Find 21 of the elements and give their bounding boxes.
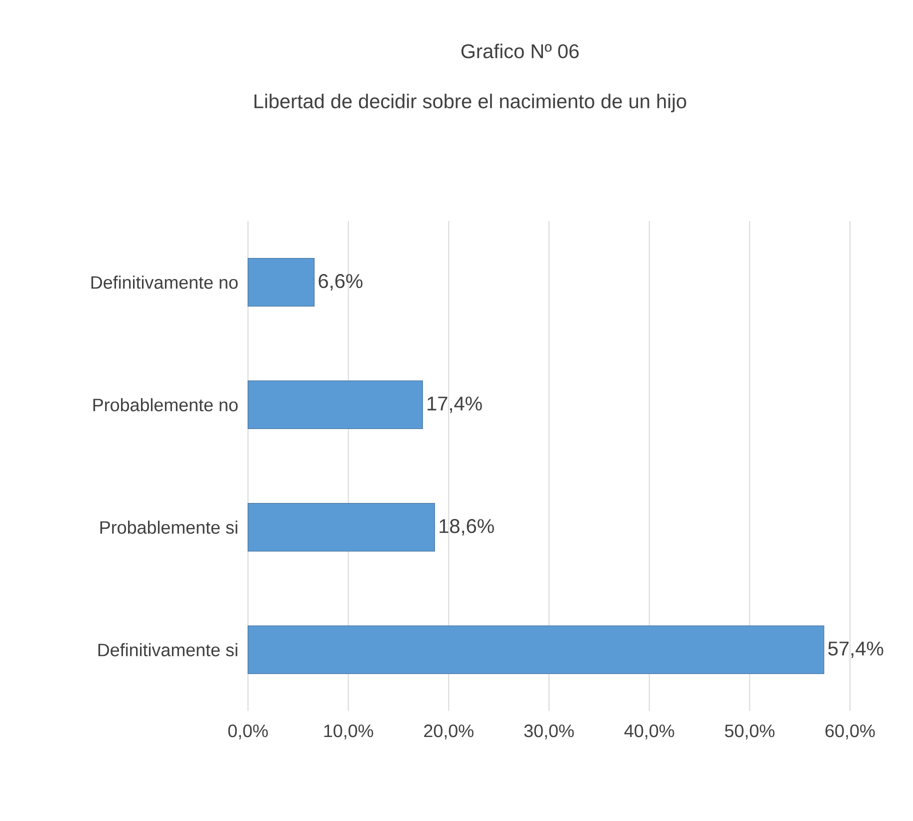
chart-subtitle: Libertad de decidir sobre el nacimiento de un hijo bbox=[254, 94, 686, 112]
data-label: 18,6% bbox=[440, 519, 494, 536]
x-tick-label: 40,0% bbox=[624, 724, 674, 740]
x-tick-label: 50,0% bbox=[724, 724, 774, 740]
data-label: 57,4% bbox=[828, 642, 884, 658]
y-tick-label: Probablemente si bbox=[100, 520, 238, 534]
bar bbox=[248, 258, 315, 307]
bar bbox=[248, 380, 423, 430]
x-tick-label: 30,0% bbox=[524, 724, 574, 740]
bar bbox=[248, 502, 435, 552]
y-tick-label: Definitivamente no bbox=[91, 276, 238, 289]
y-tick-label: Definitivamente si bbox=[98, 643, 238, 656]
x-tick-label: 20,0% bbox=[424, 724, 474, 740]
x-tick-label: 10,0% bbox=[324, 724, 374, 740]
y-tick-label: Probablemente no bbox=[93, 398, 238, 412]
chart-title: Grafico Nº 06 bbox=[461, 44, 579, 58]
data-label: 17,4% bbox=[428, 396, 482, 413]
data-label: 6,6% bbox=[318, 274, 362, 290]
x-tick-label: 60,0% bbox=[825, 724, 875, 740]
x-tick-label: 0,0% bbox=[228, 724, 268, 740]
bar bbox=[248, 625, 824, 674]
